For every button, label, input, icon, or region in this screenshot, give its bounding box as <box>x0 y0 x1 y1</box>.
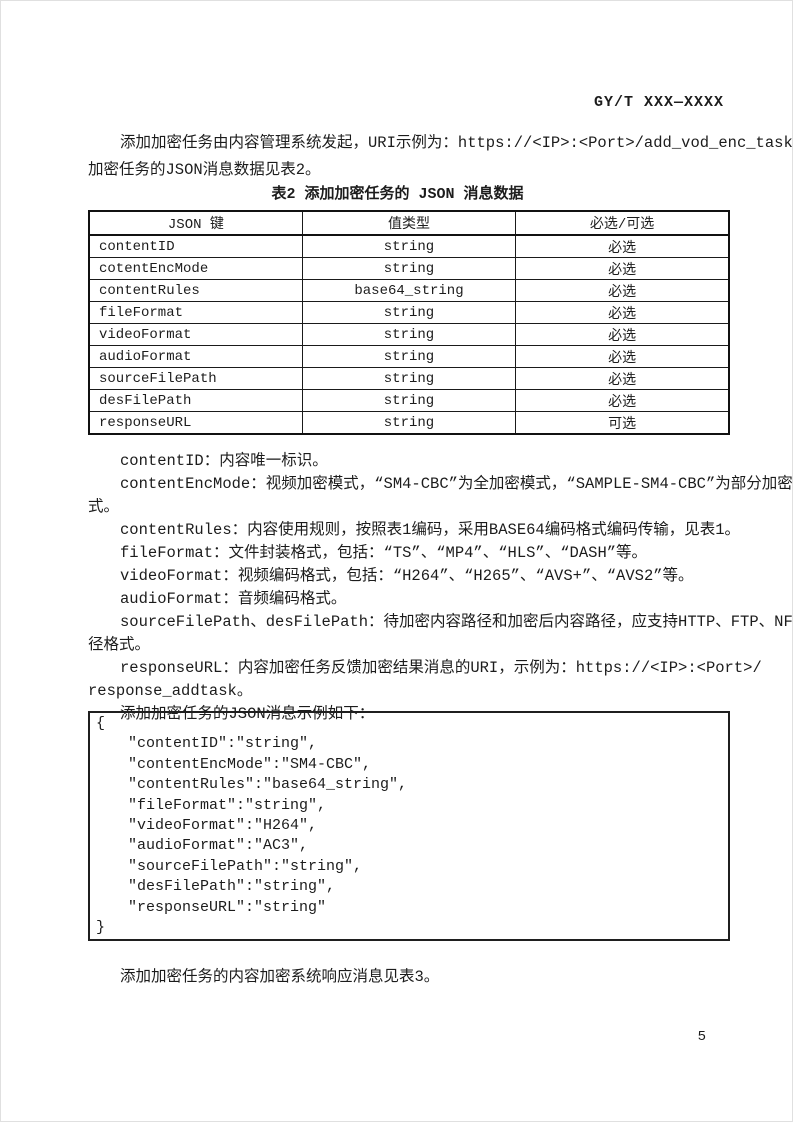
table-header-row: JSON 键 值类型 必选/可选 <box>88 210 730 236</box>
cell-json-key: contentRules <box>88 279 303 302</box>
table-row: videoFormat string 必选 <box>88 323 730 346</box>
table-row: contentID string 必选 <box>88 234 730 258</box>
cell-value-type: string <box>301 323 517 346</box>
closing-line: 添加加密任务的内容加密系统响应消息见表3。 <box>120 968 440 986</box>
page-number: 5 <box>697 1029 706 1045</box>
note-line: fileFormat：文件封装格式，包括：“TS”、“MP4”、“HLS”、“D… <box>120 544 648 562</box>
code-line: "videoFormat":"H264", <box>128 817 318 835</box>
column-header-json-key: JSON 键 <box>88 210 303 236</box>
code-line: "audioFormat":"AC3", <box>128 837 309 855</box>
closing-paragraph: 添加加密任务的内容加密系统响应消息见表3。 <box>88 964 730 986</box>
code-line: "desFilePath":"string", <box>128 878 336 896</box>
note-line: videoFormat：视频编码格式，包括：“H264”、“H265”、“AVS… <box>120 567 694 585</box>
note-line: response_addtask。 <box>88 682 253 700</box>
table-row: cotentEncMode string 必选 <box>88 257 730 280</box>
column-header-value-type: 值类型 <box>301 210 517 236</box>
cell-json-key: videoFormat <box>88 323 303 346</box>
note-line: audioFormat：音频编码格式。 <box>120 590 347 608</box>
intro-line: 添加加密任务由内容管理系统发起，URI示例为：https://<IP>:<Por… <box>120 134 793 152</box>
table-row: fileFormat string 必选 <box>88 301 730 324</box>
code-line: "contentEncMode":"SM4-CBC", <box>128 755 372 773</box>
note-line: contentID：内容唯一标识。 <box>120 452 328 470</box>
cell-required: 必选 <box>515 367 730 390</box>
cell-required: 必选 <box>515 234 730 258</box>
cell-required: 可选 <box>515 411 730 435</box>
cell-required: 必选 <box>515 389 730 412</box>
table-row: contentRules base64_string 必选 <box>88 279 730 302</box>
json-keys-table: JSON 键 值类型 必选/可选 contentID string 必选 cot… <box>88 210 730 435</box>
table-row: sourceFilePath string 必选 <box>88 367 730 390</box>
code-line: "contentRules":"base64_string", <box>128 776 408 794</box>
cell-required: 必选 <box>515 257 730 280</box>
cell-required: 必选 <box>515 323 730 346</box>
cell-json-key: desFilePath <box>88 389 303 412</box>
cell-value-type: string <box>301 345 517 368</box>
code-line: "responseURL":"string" <box>128 898 327 916</box>
code-line: "sourceFilePath":"string", <box>128 857 363 875</box>
code-line: } <box>96 919 106 937</box>
note-line: 径格式。 <box>88 636 151 654</box>
code-line: { <box>96 715 106 732</box>
table-row: responseURL string 可选 <box>88 411 730 435</box>
cell-required: 必选 <box>515 345 730 368</box>
table-caption: 表2 添加加密任务的 JSON 消息数据 <box>271 186 524 203</box>
cell-json-key: contentID <box>88 234 303 258</box>
cell-value-type: string <box>301 257 517 280</box>
note-line: contentEncMode：视频加密模式，“SM4-CBC”为全加密模式，“S… <box>120 475 793 493</box>
note-line: responseURL：内容加密任务反馈加密结果消息的URI，示例为：https… <box>120 659 762 677</box>
cell-json-key: responseURL <box>88 411 303 435</box>
intro-paragraph: 添加加密任务由内容管理系统发起，URI示例为：https://<IP>:<Por… <box>88 130 793 184</box>
table-row: desFilePath string 必选 <box>88 389 730 412</box>
cell-value-type: base64_string <box>301 279 517 302</box>
doc-number: GY/T XXX—XXXX <box>593 94 724 111</box>
code-line: "contentID":"string", <box>128 735 318 753</box>
cell-value-type: string <box>301 389 517 412</box>
note-line: 式。 <box>88 498 120 516</box>
cell-value-type: string <box>301 367 517 390</box>
cell-value-type: string <box>301 234 517 258</box>
note-line: sourceFilePath、desFilePath：待加密内容路径和加密后内容… <box>120 613 793 631</box>
cell-json-key: cotentEncMode <box>88 257 303 280</box>
field-notes: contentID：内容唯一标识。 contentEncMode：视频加密模式，… <box>88 450 793 726</box>
code-line: "fileFormat":"string", <box>128 796 327 814</box>
note-line: 添加加密任务的JSON消息示例如下： <box>120 705 375 723</box>
json-example-box: { "contentID":"string", "contentEncMode"… <box>88 711 730 941</box>
cell-json-key: sourceFilePath <box>88 367 303 390</box>
cell-required: 必选 <box>515 301 730 324</box>
cell-value-type: string <box>301 411 517 435</box>
cell-json-key: fileFormat <box>88 301 303 324</box>
intro-line: 加密任务的JSON消息数据见表2。 <box>88 161 321 179</box>
cell-required: 必选 <box>515 279 730 302</box>
column-header-required: 必选/可选 <box>515 210 730 236</box>
cell-json-key: audioFormat <box>88 345 303 368</box>
cell-value-type: string <box>301 301 517 324</box>
note-line: contentRules：内容使用规则，按照表1编码，采用BASE64编码格式编… <box>120 521 741 539</box>
table-row: audioFormat string 必选 <box>88 345 730 368</box>
